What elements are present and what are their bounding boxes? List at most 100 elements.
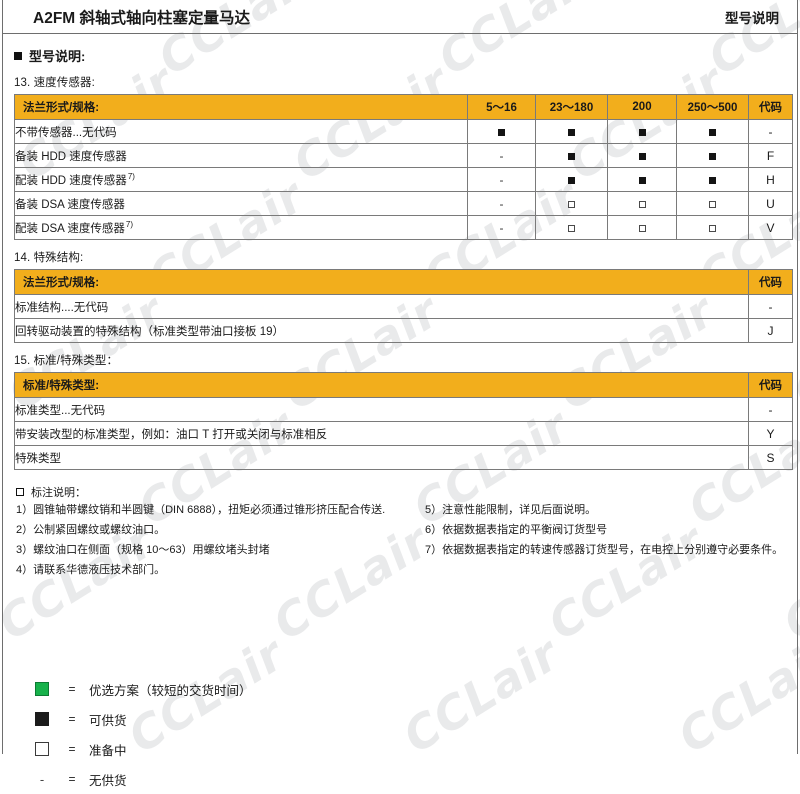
legend-equals-sign: = [68, 682, 76, 696]
footnotes-columns: 1）圆锥轴带螺纹销和半圆键（DIN 6888），扭矩必须通过锥形挤压配合传送. 2… [3, 505, 797, 585]
code-cell: F [748, 143, 793, 168]
block-subheading-15: 15. 标准/特殊类型： [14, 355, 119, 367]
marker-in-preparation-icon [568, 224, 575, 232]
footnote-item: 4）请联系华德液压技术部门。 [16, 564, 166, 576]
row-description: 备装 HDD 速度传感器 [14, 143, 468, 168]
table-row: 备装 DSA 速度传感器 - U [14, 191, 793, 216]
legend-label: 无供货 [89, 773, 127, 788]
legend-equals-sign: = [68, 712, 76, 726]
marker-in-preparation-icon [709, 200, 716, 208]
legend-label: 优选方案（较短的交货时间） [89, 683, 252, 698]
open-square-bullet-icon [16, 488, 24, 496]
marker-unavailable-icon: - [499, 221, 504, 236]
marker-available-icon [568, 128, 575, 136]
availability-cell: - [467, 167, 536, 192]
footnote-item: 1）圆锥轴带螺纹销和半圆键（DIN 6888），扭矩必须通过锥形挤压配合传送. [16, 504, 386, 516]
filled-square-bullet-icon [14, 51, 22, 60]
availability-cell [535, 143, 608, 168]
legend-equals-sign: = [68, 742, 76, 756]
footnote-item: 6）依据数据表指定的平衡阀订货型号 [425, 524, 608, 536]
table-header-row: 法兰形式/规格: 代码 [14, 269, 793, 295]
column-header-size: 23～180 [535, 94, 608, 120]
column-header-size: 5～16 [467, 94, 536, 120]
row-description: 配装 DSA 速度传感器7) [14, 215, 468, 240]
footnotes-section: 标注说明： 1）圆锥轴带螺纹销和半圆键（DIN 6888），扭矩必须通过锥形挤压… [3, 484, 797, 585]
table-header-row: 标准/特殊类型: 代码 [14, 372, 793, 398]
column-header-size: 250～500 [676, 94, 749, 120]
row-description: 回转驱动装置的特殊结构（标准类型带油口接板 19） [14, 318, 749, 343]
code-cell: V [748, 215, 793, 240]
column-header-code: 代码 [748, 94, 793, 120]
row-description: 标准结构....无代码 [14, 294, 749, 319]
table-row: 不带传感器...无代码 - [14, 119, 793, 144]
row-description: 备装 DSA 速度传感器 [14, 191, 468, 216]
marker-available-icon [638, 128, 646, 136]
code-cell: J [748, 318, 793, 343]
legend-row: = 准备中 [29, 734, 252, 764]
marker-in-preparation-icon [638, 200, 646, 208]
spec-table-14: 法兰形式/规格: 代码 标准结构....无代码 - 回转驱动装置的特殊结构（标准类型带油… [14, 269, 793, 343]
marker-available-icon [709, 152, 716, 160]
column-header-size: 200 [607, 94, 677, 120]
availability-cell: - [467, 191, 536, 216]
footnotes-title-label: 标注说明： [31, 487, 86, 499]
legend-label: 可供货 [89, 713, 127, 728]
spec-table-13: 法兰形式/规格: 5～16 23～180 200 250～500 代码 不带传感器...无代… [14, 94, 793, 240]
page-border-left [2, 0, 3, 754]
table-row: 特殊类型 S [14, 445, 793, 470]
availability-cell [676, 191, 749, 216]
marker-available-icon [709, 176, 716, 184]
page-border-right [797, 0, 798, 754]
availability-cell: - [467, 143, 536, 168]
column-header-description: 法兰形式/规格: [14, 94, 468, 120]
table-row: 标准结构....无代码 - [14, 294, 793, 319]
footnote-reference: 7) [125, 219, 134, 229]
document-content: 型号说明: 13. 速度传感器: 法兰形式/规格: 5～16 23～180 200 250… [3, 34, 797, 788]
legend-row: - = 无供货 [29, 764, 252, 794]
legend-swatch-container [29, 712, 55, 726]
marker-available-icon [568, 176, 575, 184]
marker-in-preparation-icon [568, 200, 575, 208]
legend-preferred-icon [35, 682, 49, 696]
footnote-item: 3）螺纹油口在侧面（规格 10～63）用螺纹堵头封堵 [16, 544, 270, 556]
marker-unavailable-icon: - [499, 173, 504, 188]
table-row: 配装 DSA 速度传感器7) - V [14, 215, 793, 240]
legend-swatch-container: - [29, 773, 55, 786]
footnote-item: 5）注意性能限制，详见后面说明。 [425, 504, 597, 516]
availability-cell [676, 215, 749, 240]
footnotes-column-right: 5）注意性能限制，详见后面说明。 6）依据数据表指定的平衡阀订货型号 7）依据数据表… [423, 505, 797, 585]
block-subheading-14: 14. 特殊结构: [14, 252, 84, 264]
document-header-right-label: 型号说明 [725, 10, 779, 26]
marker-available-icon [709, 128, 716, 136]
marker-available-icon [638, 176, 646, 184]
availability-cell: - [467, 215, 536, 240]
spec-table-15: 标准/特殊类型: 代码 标准类型...无代码 - 带安装改型的标准类型，例如：油口 T … [14, 372, 793, 470]
footnote-item: 2）公制紧固螺纹或螺纹油口。 [16, 524, 166, 536]
footnotes-title: 标注说明： [16, 484, 797, 500]
availability-cell [607, 167, 677, 192]
footnote-reference: 7) [127, 171, 135, 181]
legend: = 优选方案（较短的交货时间） = 可供货 = 准备中 - = 无供货 [29, 674, 252, 794]
code-cell: H [748, 167, 793, 192]
table-row: 标准类型...无代码 - [14, 397, 793, 422]
marker-unavailable-icon: - [499, 149, 504, 164]
code-cell: - [748, 294, 793, 319]
availability-cell [676, 143, 749, 168]
column-header-code: 代码 [748, 269, 793, 295]
code-cell: U [748, 191, 793, 216]
marker-available-icon [638, 152, 646, 160]
row-description: 配装 HDD 速度传感器7) [14, 167, 468, 192]
table-row: 配装 HDD 速度传感器7) - H [14, 167, 793, 192]
row-description: 特殊类型 [14, 445, 749, 470]
row-description: 不带传感器...无代码 [14, 119, 468, 144]
legend-equals-sign: = [68, 772, 76, 786]
code-cell: Y [748, 421, 793, 446]
availability-cell [535, 167, 608, 192]
availability-cell [676, 167, 749, 192]
row-description: 标准类型...无代码 [14, 397, 749, 422]
spec-blocks-container: 13. 速度传感器: 法兰形式/规格: 5～16 23～180 200 250～500 代码… [3, 74, 797, 470]
availability-cell [535, 191, 608, 216]
table-row: 回转驱动装置的特殊结构（标准类型带油口接板 19） J [14, 318, 793, 343]
row-description: 带安装改型的标准类型，例如：油口 T 打开或关闭与标准相反 [14, 421, 749, 446]
footnotes-column-left: 1）圆锥轴带螺纹销和半圆键（DIN 6888），扭矩必须通过锥形挤压配合传送. 2… [3, 505, 423, 585]
